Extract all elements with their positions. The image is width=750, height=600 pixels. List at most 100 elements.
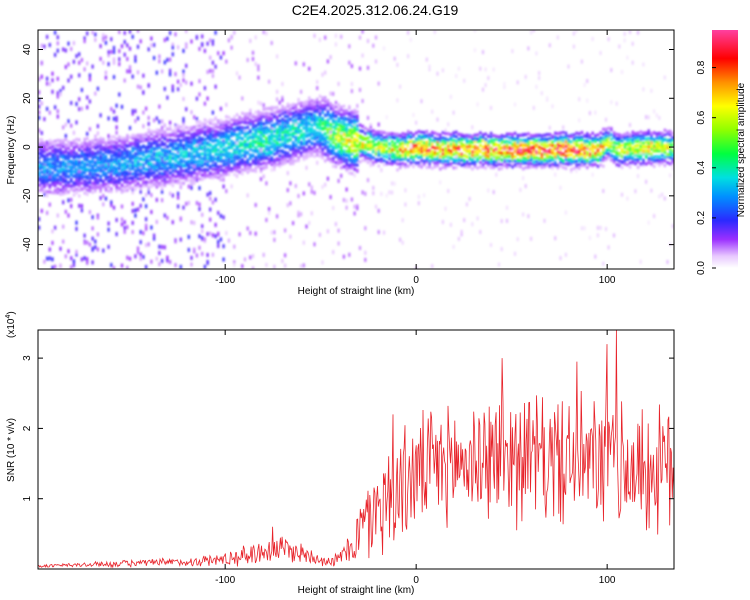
spectrogram-cell [72,160,76,164]
spectrogram-cell [51,153,54,157]
spectrogram-cell [110,162,113,166]
spectrogram-cell [412,133,415,137]
spectrogram-noise-cell [107,62,110,67]
spectrogram-noise-cell [161,69,164,74]
spectrogram-cell [645,145,648,149]
spectrogram-cell [562,152,565,156]
spectrogram-cell [324,136,327,140]
spectrogram-cell [86,157,89,161]
spectrogram-cell [195,138,199,142]
spectrogram-cell [548,137,552,141]
spectrogram-noise-cell [214,116,217,121]
spectrogram-cell [546,150,549,154]
spectrogram-cell [126,170,129,174]
spectrogram-cell [139,163,142,167]
spectrogram-noise-cell [150,225,153,230]
spectrogram-cell [297,125,300,129]
spectrogram-noise-cell [40,43,43,48]
spectrogram-cell [158,145,161,149]
spectrogram-cell [302,138,306,142]
spectrogram-cell [655,142,659,147]
spectrogram-noise-cell [107,134,110,139]
spectrogram-noise-cell [393,181,396,186]
spectrogram-noise-cell [262,174,265,179]
spectrogram-noise-cell [417,194,420,199]
spectrogram-cell [134,159,137,163]
spectrogram-cell [580,160,584,164]
spectrogram-cell [302,149,306,153]
spectrogram-cell [209,121,212,125]
spectrogram-cell [465,160,469,164]
spectrogram-noise-cell [40,131,43,135]
spectrogram-cell [38,138,41,142]
spectrogram-cell [628,165,632,169]
spectrogram-cell [447,162,450,166]
spectrogram-cell [465,155,469,159]
spectrogram-cell [334,121,338,126]
spectrogram-cell [503,140,506,145]
spectrogram-noise-cell [107,221,110,226]
spectrogram-cell [591,145,594,149]
spectrogram-cell [182,127,185,132]
spectrogram-cell [120,138,124,142]
spectrogram-cell [342,152,346,156]
spectrogram-cell [62,150,65,154]
spectrogram-noise-cell [423,193,426,198]
spectrogram-cell [150,145,153,149]
spectrogram-cell [567,134,570,138]
spectrogram-noise-cell [377,122,380,127]
spectrogram-cell [40,185,44,189]
spectrogram-cell [334,146,338,150]
spectrogram-cell [628,146,632,150]
spectrogram-cell [123,174,126,179]
spectrogram-cell [278,154,281,158]
spectrogram-cell [145,145,148,149]
spectrogram-cell [374,132,378,137]
spectrogram-cell [527,158,530,162]
spectrogram-cell [425,145,429,149]
spectrogram-cell [556,132,560,136]
spectrogram-noise-cell [532,30,535,33]
spectrogram-cell [270,132,273,137]
snr-x-tick-label: 100 [599,575,616,586]
spectrogram-cell [203,130,207,134]
spectrogram-noise-cell [318,108,321,112]
spectrogram-cell [513,159,517,163]
spectrogram-cell [230,146,233,150]
spectrogram-noise-cell [182,97,185,101]
spectrogram-cell [225,163,228,167]
spectrogram-cell [190,165,193,170]
spectrogram-cell [219,168,223,172]
spectrogram-cell [310,141,314,145]
spectrogram-cell [380,137,383,141]
spectrogram-cell [661,137,664,142]
spectrogram-cell [404,165,407,169]
spectrogram-cell [532,141,536,145]
spectrogram-noise-cell [334,33,337,38]
spectrogram-cell [281,130,284,135]
spectrogram-cell [495,142,498,146]
spectrogram-cell [265,161,268,165]
spectrogram-cell [428,138,431,142]
spectrogram-cell [177,178,180,183]
spectrogram-cell [40,175,44,179]
spectrogram-cell [62,160,65,164]
snr-y-tick-label: 2 [22,425,33,431]
spectrogram-cell [524,143,527,147]
spectrogram-noise-cell [361,30,364,34]
spectrogram-noise-cell [297,210,300,215]
spectrogram-noise-cell [284,228,287,233]
spectrogram-cell [276,157,279,161]
spectrogram-cell [46,153,49,157]
spectrogram-cell [233,115,236,119]
spectrogram-cell [136,138,140,142]
spectrogram-noise-cell [40,208,43,213]
spectrogram-cell [540,152,544,156]
spectrogram-cell [321,156,324,160]
spectrogram-cell [661,131,664,136]
spectrogram-cell [318,143,322,147]
spectrogram-cell [187,130,191,134]
spectrogram-cell [554,138,557,142]
spectrogram-cell [300,142,303,147]
spectrogram-cell [270,141,273,145]
